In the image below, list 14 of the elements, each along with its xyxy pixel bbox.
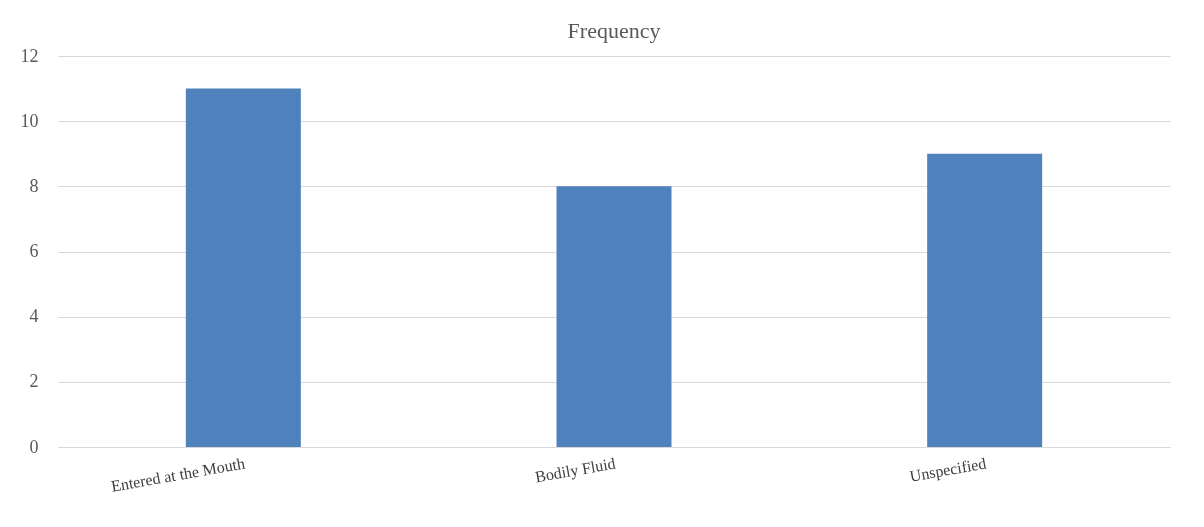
y-tick-label: 6 xyxy=(29,241,39,261)
y-tick-label: 12 xyxy=(20,45,39,66)
bar xyxy=(185,88,301,447)
y-tick-label: 4 xyxy=(29,306,39,327)
bar xyxy=(927,153,1043,447)
y-tick-label: 8 xyxy=(29,175,39,196)
chart-title: Frequency xyxy=(567,18,661,43)
x-tick-label: Bodily Fluid xyxy=(533,454,617,487)
y-tick-label: 0 xyxy=(29,436,39,457)
x-tick-label: Entered at the Mouth xyxy=(109,454,247,495)
bar xyxy=(556,186,672,447)
y-tick-label: 2 xyxy=(29,371,39,392)
y-tick-label: 10 xyxy=(20,110,39,131)
x-tick-label: Unspecified xyxy=(908,454,988,486)
